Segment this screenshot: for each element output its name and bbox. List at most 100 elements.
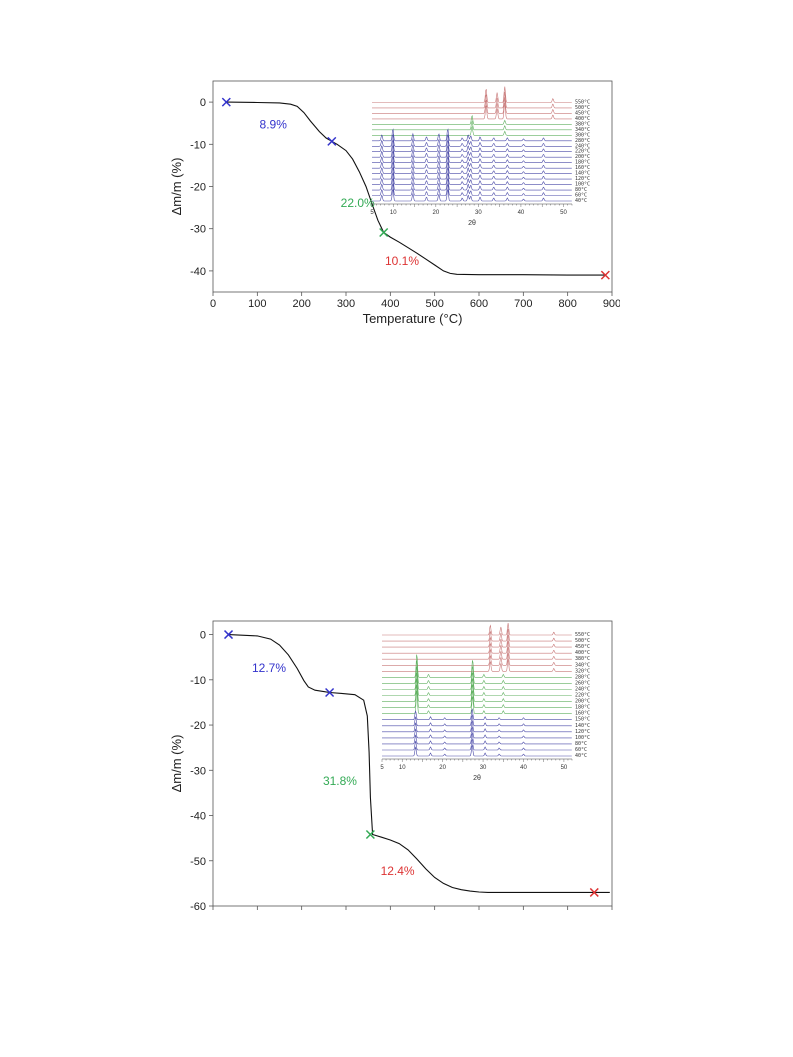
cross-marker-stroke <box>365 829 375 840</box>
mass-loss-label: 22.0% <box>341 196 375 210</box>
xrd-temperature-label: 550°C <box>575 632 590 638</box>
y-axis-label: Δm/m (%) <box>169 158 184 216</box>
xrd-x-tick-label: 20 <box>439 765 446 771</box>
mass-loss-label: 12.7% <box>252 661 286 675</box>
xrd-pattern <box>372 125 572 136</box>
xrd-temperature-label: 280°C <box>575 674 590 680</box>
x-tick-label: 800 <box>558 298 576 310</box>
xrd-temperature-label: 320°C <box>575 668 590 674</box>
x-tick-label: 400 <box>381 298 399 310</box>
xrd-temperature-label: 300°C <box>575 132 590 138</box>
xrd-temperature-label: 380°C <box>575 121 590 127</box>
xrd-x-tick-label: 10 <box>399 765 406 771</box>
xrd-pattern <box>372 102 572 120</box>
xrd-pattern <box>382 672 572 696</box>
xrd-temperature-label: 40°C <box>575 753 587 759</box>
xrd-pattern <box>372 166 572 180</box>
xrd-pattern <box>372 182 572 196</box>
xrd-pattern <box>382 714 572 727</box>
xrd-x-tick-label: 50 <box>561 765 568 771</box>
xrd-temperature-label: 180°C <box>575 705 590 711</box>
xrd-temperature-label: 220°C <box>575 149 590 155</box>
tga-chart-bottom-svg: 01002003004005006007008009000-10-20-30-4… <box>169 620 621 940</box>
cross-marker-stroke <box>600 270 610 280</box>
xrd-pattern <box>372 161 572 174</box>
cross-marker-stroke <box>325 687 335 698</box>
y-tick-label: -40 <box>190 811 206 823</box>
y-tick-label: -30 <box>190 224 206 236</box>
xrd-pattern <box>382 690 572 714</box>
xrd-temperature-label: 500°C <box>575 638 590 644</box>
xrd-pattern <box>382 622 572 636</box>
y-tick-label: -40 <box>190 266 206 278</box>
xrd-pattern <box>382 666 572 690</box>
xrd-pattern <box>372 144 572 158</box>
xrd-pattern <box>382 726 572 739</box>
cross-marker-stroke <box>223 630 234 640</box>
y-tick-label: -20 <box>190 182 206 194</box>
cross-marker-stroke <box>221 97 231 107</box>
xrd-temperature-label: 160°C <box>575 165 590 171</box>
xrd-temperature-label: 200°C <box>575 699 590 705</box>
mass-loss-label: 8.9% <box>260 118 288 132</box>
tga-curve <box>226 101 606 276</box>
xrd-temperature-label: 280°C <box>575 138 590 144</box>
xrd-temperature-label: 80°C <box>575 741 587 747</box>
xrd-temperature-label: 80°C <box>575 187 587 193</box>
xrd-temperature-label: 100°C <box>575 735 590 741</box>
x-tick-label: 600 <box>470 298 488 310</box>
xrd-temperature-label: 400°C <box>575 650 590 656</box>
xrd-temperature-label: 100°C <box>575 182 590 188</box>
mass-loss-label: 12.4% <box>381 864 415 878</box>
xrd-pattern <box>382 654 572 678</box>
xrd-temperature-label: 500°C <box>575 105 590 111</box>
xrd-temperature-label: 180°C <box>575 160 590 166</box>
xrd-x-tick-label: 50 <box>560 210 567 216</box>
cross-marker <box>600 270 610 280</box>
xrd-temperature-label: 260°C <box>575 680 590 686</box>
xrd-temperature-label: 240°C <box>575 143 590 149</box>
y-tick-label: -20 <box>190 720 206 732</box>
xrd-temperature-label: 160°C <box>575 711 590 717</box>
xrd-inset: 550°C500°C450°C400°C380°C340°C320°C280°C… <box>380 622 590 782</box>
x-tick-label: 100 <box>248 298 266 310</box>
xrd-pattern <box>372 188 572 202</box>
xrd-temperature-label: 60°C <box>575 747 587 753</box>
y-tick-label: -50 <box>190 856 206 868</box>
cross-marker <box>325 687 335 698</box>
tga-chart-top: 0 100 200 300 400 500 600 700 800 900 0 -10 -20 -30 -4… <box>160 72 621 332</box>
x-tick-label: 200 <box>292 298 310 310</box>
xrd-temperature-label: 340°C <box>575 127 590 133</box>
xrd-temperature-label: 200°C <box>575 154 590 160</box>
xrd-pattern <box>372 91 572 109</box>
xrd-x-tick-label: 30 <box>480 765 487 771</box>
mass-loss-label: 10.1% <box>385 254 419 268</box>
xrd-temperature-label: 380°C <box>575 656 590 662</box>
xrd-pattern <box>372 150 572 163</box>
xrd-pattern <box>372 133 572 147</box>
xrd-temperature-label: 400°C <box>575 116 590 122</box>
xrd-x-tick-label: 5 <box>380 765 384 771</box>
xrd-x-tick-label: 40 <box>518 210 525 216</box>
x-tick-label: 700 <box>514 298 532 310</box>
xrd-temperature-label: 150°C <box>575 717 590 723</box>
tga-curve <box>228 634 610 893</box>
cross-marker-stroke <box>379 227 389 238</box>
cross-marker <box>221 97 231 107</box>
xrd-x-axis-label: 2θ <box>473 775 481 782</box>
xrd-x-axis-label: 2θ <box>468 220 476 227</box>
x-axis-label: Temperature (°C) <box>363 311 463 326</box>
xrd-temperature-label: 240°C <box>575 686 590 692</box>
xrd-temperature-label: 140°C <box>575 171 590 177</box>
y-tick-label: -10 <box>190 139 206 151</box>
xrd-temperature-label: 550°C <box>575 99 590 105</box>
xrd-pattern <box>372 128 572 142</box>
xrd-pattern <box>372 114 572 125</box>
xrd-x-tick-label: 5 <box>370 210 374 216</box>
xrd-temperature-label: 120°C <box>575 729 590 735</box>
xrd-pattern <box>382 720 572 733</box>
mass-loss-label: 31.8% <box>323 774 357 788</box>
xrd-pattern <box>382 708 572 720</box>
xrd-temperature-label: 340°C <box>575 662 590 668</box>
cross-marker-stroke <box>589 887 599 897</box>
